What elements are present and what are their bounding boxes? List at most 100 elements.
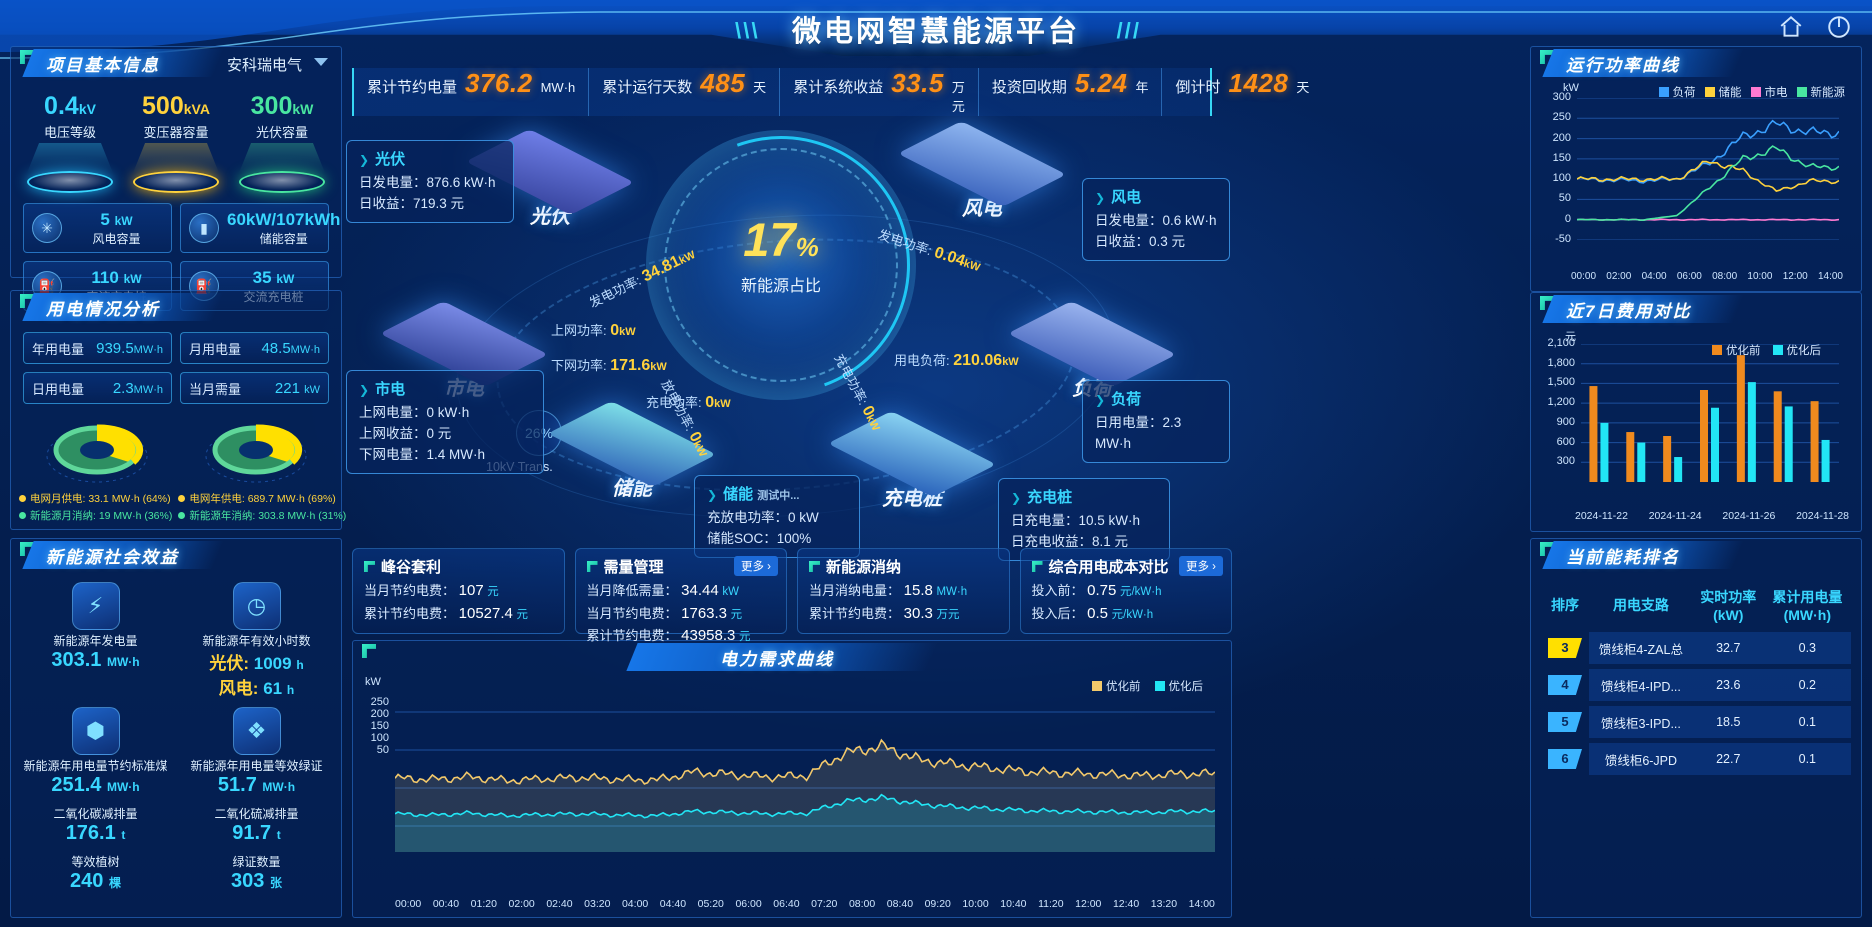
flow-unit: kW [1002, 356, 1019, 368]
stat-value: 1428 [1228, 68, 1289, 98]
x-tick: 2024-11-26 [1722, 510, 1776, 522]
equipment-label: 风电容量 [92, 231, 141, 246]
usage-analysis-panel: 用电情况分析 年用电量 939.5MW·h 月用电量 48.5MW·h 日用电量… [10, 290, 346, 530]
legend-item[interactable]: 负荷 [1658, 84, 1696, 100]
card-row: 投入后： 0.5 元/kW·h [1032, 603, 1221, 626]
rank-badge: 3 [1548, 638, 1582, 658]
more-button[interactable]: 更多 › [1178, 556, 1223, 576]
coal-icon: ⬢ [71, 707, 120, 755]
branch-cell: 馈线柜3-IPD... [1589, 706, 1693, 738]
node-pv[interactable]: 光伏 [465, 129, 635, 229]
equipment-unit: kW [114, 213, 133, 228]
summary-stats-bar: 累计节约电量 376.2 MW·h 累计运行天数 485 天 累计系统收益 33… [352, 68, 1309, 116]
power-icon[interactable] [1826, 14, 1852, 45]
capacity-item: 500kVA 变压器容量 [126, 92, 226, 193]
stat-label: 累计运行天数 [602, 79, 693, 96]
legend-item[interactable]: 新能源 [1796, 84, 1845, 100]
lightning-icon: ⚡ [71, 582, 120, 630]
wind-hours-label: 风电: [218, 679, 259, 698]
grid-info-box: 市电 上网电量：0 kW·h 上网收益：0 元 下网电量：1.4 MW·h [346, 370, 544, 475]
clock-icon: ◷ [232, 582, 281, 630]
panel-header: 当前能耗排名 [1530, 538, 1862, 572]
flow-charge-power: 充电功率: 0kW [646, 392, 731, 412]
stat-value: 5.24 [1074, 68, 1128, 98]
info-title: 光伏 [359, 148, 501, 171]
legend-item[interactable]: 优化后 [1772, 342, 1821, 358]
x-tick: 06:00 [1676, 271, 1702, 282]
usage-value: 2.3 [112, 379, 134, 397]
capacity-item: 0.4kV 电压等级 [20, 92, 120, 193]
bar [1637, 442, 1646, 482]
home-icon[interactable] [1778, 14, 1804, 45]
info-note: 测试中... [757, 490, 800, 502]
company-selector-label[interactable]: 安科瑞电气 [226, 57, 302, 74]
monthly-supply-donut [37, 412, 157, 491]
legend-item[interactable]: 储能 [1704, 84, 1742, 100]
info-title: 充电桩 [1011, 486, 1157, 509]
legend-text: 电网月供电: 33.1 MW·h (64%) [30, 493, 171, 505]
legend-item[interactable]: 市电 [1750, 84, 1788, 100]
y-tick: 1,200 [1547, 396, 1575, 409]
power-cell: 32.7 [1692, 632, 1764, 664]
power-curve-panel: 运行功率曲线 kW 负荷 储能 市电 新能源 300 250 200 150 100 50… [1530, 46, 1862, 292]
y-tick: 100 [370, 732, 389, 744]
legend-item[interactable]: 优化前 [1712, 342, 1761, 358]
benefit-unit: t [276, 828, 281, 842]
col-rank: 排序 [1551, 597, 1579, 613]
x-tick: 2024-11-22 [1575, 510, 1628, 522]
table-row[interactable]: 3 馈线柜4-ZAL总 32.7 0.3 [1541, 632, 1851, 664]
flow-unit: kW [962, 257, 982, 275]
energy-cell: 0.2 [1763, 669, 1851, 701]
card-value: 107 [458, 582, 484, 599]
bar [1736, 355, 1745, 482]
stat-unit: 天 [753, 80, 767, 95]
card-label: 当月降低需量： [586, 583, 678, 598]
table-row[interactable]: 5 馈线柜3-IPD... 18.5 0.1 [1541, 706, 1851, 738]
table-header-row: 排序 用电支路 实时功率 (kW) 累计用电量 (MW·h) [1541, 583, 1851, 627]
y-tick: 2,100 [1547, 337, 1575, 349]
charger-info-box: 充电桩 日充电量：10.5 kW·h 日充电收益：8.1 元 [998, 478, 1170, 562]
chevron-down-icon[interactable] [314, 58, 328, 66]
y-tick: 150 [1552, 151, 1571, 164]
benefit-item: ◷ 新能源年有效小时数 光伏: 1009 h 风电: 61 h [176, 578, 337, 703]
usage-unit: MW·h [133, 343, 163, 356]
benefit-value: 240 [70, 870, 104, 892]
usage-value: 48.5 [261, 339, 291, 357]
capacity-caption: 电压等级 [43, 125, 96, 140]
equipment-cell: ✳ 5 kW 风电容量 [23, 203, 172, 253]
flow-unit: kW [714, 398, 731, 410]
equipment-unit: kW [276, 271, 295, 286]
bar [1626, 432, 1635, 482]
stat-item: 累计系统收益 33.5 万元 [780, 68, 979, 116]
panel-header: 近7日费用对比 [1530, 292, 1862, 326]
energy-cell: 0.1 [1763, 706, 1851, 738]
usage-value: 939.5 [96, 339, 134, 357]
node-storage[interactable]: 储能 [547, 401, 717, 501]
power-cell: 22.7 [1692, 743, 1764, 775]
table-row[interactable]: 4 馈线柜4-IPD... 23.6 0.2 [1541, 669, 1851, 701]
panel-header: 电力需求曲线 [352, 640, 1232, 674]
legend-text: 优化前 [1106, 681, 1141, 693]
equipment-value: 60kW/107kWh [227, 209, 341, 229]
cost-comparison-panel: 近7日费用对比 元 优化前 优化后 2,100 1,800 1,500 1,200 90… [1530, 292, 1862, 532]
stat-item: 倒计时 1428 天 [1162, 68, 1322, 116]
more-button[interactable]: 更多 › [733, 556, 778, 576]
card-row: 累计节约电费： 10527.4 元 [364, 603, 553, 626]
node-charger[interactable]: 充电桩 [827, 411, 997, 511]
demand-chart: 优化前 优化后 kW 250 200 150 100 50 00:00 00:40… [353, 674, 1231, 914]
benefit-label: 二氧化碳减排量 [53, 807, 138, 821]
card-unit: 元/kW·h [1119, 586, 1162, 598]
equipment-cell: ▮ 60kW/107kWh 储能容量 [180, 203, 340, 253]
capacity-caption: 变压器容量 [143, 125, 209, 140]
x-tick: 10:00 [962, 898, 989, 910]
x-tick: 04:00 [621, 898, 649, 910]
card-unit: 元 [487, 586, 499, 598]
card-title: 新能源消纳 [809, 556, 998, 577]
table-row[interactable]: 6 馈线柜6-JPD 22.7 0.1 [1541, 743, 1851, 775]
node-wind[interactable]: 风电 [897, 121, 1067, 221]
x-tick: 06:40 [773, 898, 800, 910]
legend-item: 新能源月消纳: 19 MW·h (36%) [19, 508, 172, 523]
benefit-unit: 棵 [108, 876, 121, 890]
benefit-item: 二氧化硫减排量 91.7 t [176, 801, 337, 849]
x-tick: 2024-11-24 [1648, 510, 1702, 522]
